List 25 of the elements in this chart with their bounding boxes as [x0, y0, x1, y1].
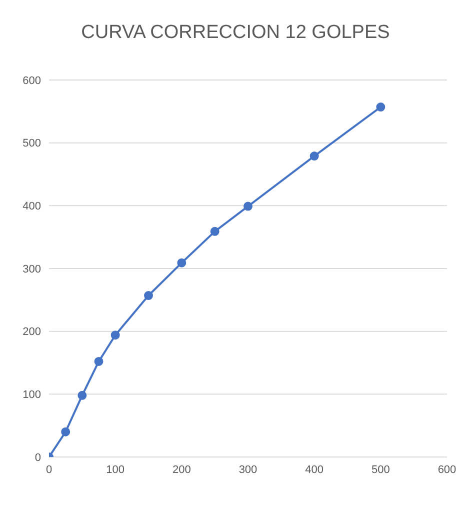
y-tick-label: 600	[22, 74, 41, 87]
point	[144, 291, 153, 300]
point	[61, 427, 70, 436]
point	[310, 152, 319, 161]
x-tick-label: 600	[438, 464, 456, 476]
y-tick-label: 200	[22, 326, 41, 338]
point	[78, 390, 87, 400]
y-tick-label: 300	[22, 263, 41, 276]
x-tick-label: 200	[172, 464, 191, 476]
x-tick-label: 500	[371, 464, 390, 476]
point	[210, 226, 220, 236]
x-tick-label: 300	[238, 464, 258, 476]
y-tick-label: 100	[22, 389, 41, 402]
y-tick-label: 400	[22, 200, 41, 213]
point	[376, 102, 386, 112]
point	[110, 330, 120, 340]
point	[94, 356, 104, 366]
y-tick-label: 0	[34, 452, 41, 464]
y-tick-label: 500	[22, 138, 41, 150]
x-tick-label: 100	[106, 464, 125, 476]
point	[244, 202, 252, 211]
x-tick-label: 400	[305, 464, 324, 476]
x-tick-label: 0	[46, 464, 52, 476]
chart-title: CURVA CORRECCION 12 GOLPES	[80, 22, 391, 44]
point	[177, 258, 186, 268]
